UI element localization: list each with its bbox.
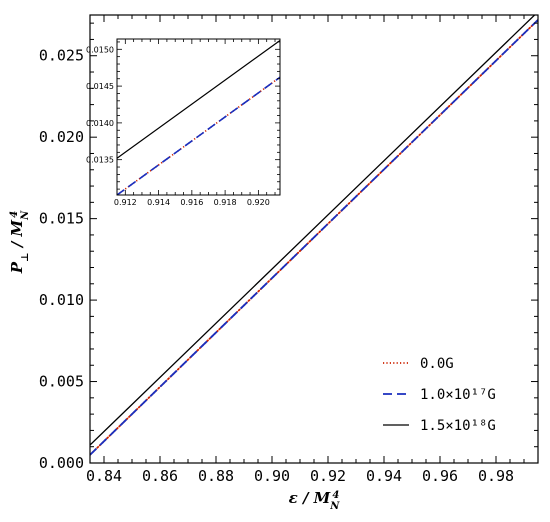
main-series-line-1 (90, 19, 538, 456)
inset-x-tick-label: 0.912 (114, 198, 137, 207)
inset-axes-group: 0.912 0.914 0.916 0.918 0.920 0.0135 0.0140 0.0… (86, 38, 281, 207)
inset-series-group (117, 39, 280, 195)
legend-label-1: 1.0×10¹⁷G (420, 387, 496, 403)
main-axes-group: 0.84 0.86 0.88 0.90 0.92 0.94 0.96 0.98 0.000 0.0… (39, 14, 539, 485)
x-tick-label: 0.96 (422, 467, 458, 485)
y-tick-label: 0.025 (39, 47, 84, 65)
x-tick-label: 0.86 (142, 467, 178, 485)
x-tick-label: 0.84 (86, 467, 122, 485)
x-tick-label: 0.94 (366, 467, 402, 485)
y-tick-label: 0.000 (39, 454, 84, 472)
inset-frame (116, 38, 281, 196)
inset-y-tick-label: 0.0145 (86, 82, 114, 91)
legend-label-2: 1.5×10¹⁸G (420, 418, 496, 434)
y-tick-label: 0.020 (39, 128, 84, 146)
inset-panel (117, 39, 280, 195)
inset-x-tick-label: 0.916 (180, 198, 203, 207)
inset-x-tick-label: 0.914 (147, 198, 170, 207)
legend-label-0: 0.0G (420, 356, 454, 372)
inset-y-tick-label: 0.0150 (86, 45, 114, 54)
inset-x-tick-label: 0.920 (247, 198, 270, 207)
x-tick-label: 0.92 (310, 467, 346, 485)
y-tick-label: 0.015 (39, 210, 84, 228)
y-axis-label: P⊥ / MN4 (8, 210, 31, 274)
x-tick-label: 0.88 (198, 467, 234, 485)
main-series-group (90, 15, 538, 456)
main-series-line-2 (90, 15, 536, 446)
inset-series-line-2 (117, 39, 280, 159)
y-tick-label: 0.010 (39, 291, 84, 309)
inset-background (117, 39, 280, 195)
x-axis-label: ε / MN4 (289, 489, 341, 512)
inset-x-tick-label: 0.918 (214, 198, 237, 207)
legend: 0.0G 1.0×10¹⁷G 1.5×10¹⁸G (383, 356, 496, 434)
x-tick-label: 0.90 (254, 467, 290, 485)
inset-series-line-1 (117, 76, 280, 195)
y-tick-label: 0.005 (39, 373, 84, 391)
inset-series-line-0 (117, 76, 280, 195)
inset-y-tick-label: 0.0140 (86, 119, 114, 128)
inset-y-tick-label: 0.0135 (86, 156, 114, 165)
x-tick-label: 0.98 (478, 467, 514, 485)
